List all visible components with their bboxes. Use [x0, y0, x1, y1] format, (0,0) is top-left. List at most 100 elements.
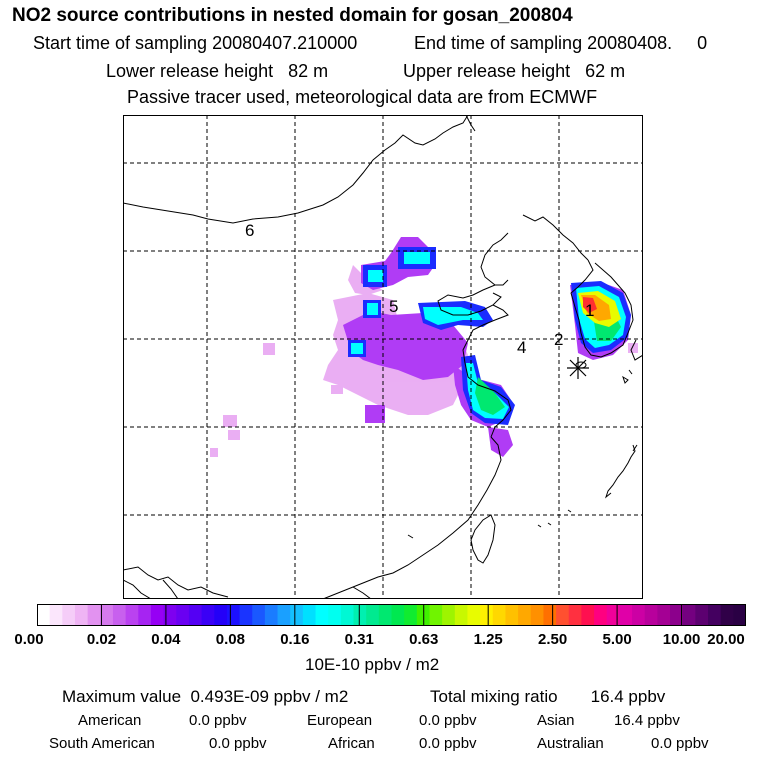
asterisk-icon	[567, 357, 589, 379]
region-value-european: 0.0 ppbv	[419, 712, 477, 729]
colorbar-swatch	[720, 604, 734, 626]
colorbar-swatch	[328, 604, 342, 626]
colorbar-swatch	[581, 604, 595, 626]
colorbar-swatch	[176, 604, 190, 626]
colorbar-swatch	[682, 604, 696, 626]
colorbar-tick-label: 10.00	[662, 631, 701, 648]
colorbar-swatch	[125, 604, 139, 626]
colorbar-swatch	[239, 604, 253, 626]
map-panel: 6 5 4 2 1	[123, 115, 643, 599]
colorbar-tick-label: 0.16	[280, 631, 310, 648]
start-time: Start time of sampling 20080407.210000	[33, 33, 358, 53]
colorbar-swatch	[619, 604, 633, 626]
colorbar-swatch	[606, 604, 620, 626]
colorbar-swatch	[480, 604, 494, 626]
region-name-european: European	[307, 712, 373, 729]
colorbar-tick-label: 0.08	[215, 631, 245, 648]
colorbar-swatch	[290, 604, 304, 626]
colorbar-tick-label: 0.63	[409, 631, 439, 648]
colorbar-swatch	[632, 604, 646, 626]
colorbar-swatch	[37, 604, 51, 626]
colorbar-swatch	[163, 604, 177, 626]
colorbar-tick-label: 20.00	[707, 631, 745, 648]
colorbar-swatch	[695, 604, 709, 626]
region-value-australian: 0.0 ppbv	[651, 735, 709, 752]
coastlines	[123, 115, 643, 599]
colorbar-tick-label: 5.00	[602, 631, 632, 648]
colorbar-swatch	[315, 604, 329, 626]
colorbar-swatch	[454, 604, 469, 626]
colorbar-units: 10E-10 ppbv / m2	[305, 655, 440, 674]
total-mixing-ratio: Total mixing ratio 16.4 ppbv	[430, 687, 666, 706]
colorbar-swatch	[404, 604, 418, 626]
colorbar-tick-label: 1.25	[473, 631, 503, 648]
colorbar-swatch	[670, 604, 684, 626]
page-title: NO2 source contributions in nested domai…	[12, 5, 573, 26]
colorbar-swatch	[214, 604, 228, 626]
colorbar-tick-label: 0.02	[86, 631, 117, 648]
region-name-australian: Australian	[537, 735, 604, 752]
end-time: End time of sampling 20080408. 0	[414, 33, 708, 53]
maximum-value: Maximum value 0.493E-09 ppbv / m2	[62, 687, 349, 706]
colorbar-swatch	[252, 604, 266, 626]
colorbar-swatch	[594, 604, 608, 626]
region-label-6: 6	[245, 221, 254, 240]
region-value-south-american: 0.0 ppbv	[209, 735, 267, 752]
colorbar-swatch	[556, 604, 570, 626]
colorbar-swatch	[340, 604, 355, 626]
colorbar-swatch	[74, 604, 89, 626]
region-name-african: African	[328, 735, 375, 752]
colorbar-tick-label: 2.50	[538, 631, 568, 648]
lat-lon-grid	[123, 115, 643, 599]
colorbar-swatch	[467, 604, 481, 626]
colorbar-swatch	[391, 604, 405, 626]
colorbar-swatch	[429, 604, 443, 626]
colorbar-border	[37, 604, 746, 626]
colorbar-swatch	[150, 604, 165, 626]
concentration-plume	[210, 237, 638, 457]
region-value-american: 0.0 ppbv	[189, 712, 247, 729]
colorbar-swatch	[264, 604, 279, 626]
colorbar-swatch	[492, 604, 507, 626]
region-label-4: 4	[517, 338, 526, 357]
colorbar-swatch	[378, 604, 393, 626]
colorbar-swatch	[302, 604, 317, 626]
colorbar	[37, 604, 746, 626]
region-label-2: 2	[554, 330, 563, 349]
upper-release-height: Upper release height 62 m	[403, 61, 626, 81]
colorbar-swatch	[353, 604, 367, 626]
colorbar-swatch	[87, 604, 101, 626]
colorbar-swatch	[112, 604, 127, 626]
colorbar-swatch	[62, 604, 76, 626]
region-label-5: 5	[389, 297, 398, 316]
region-value-african: 0.0 ppbv	[419, 735, 477, 752]
region-name-american: American	[78, 712, 142, 729]
colorbar-swatch	[201, 604, 215, 626]
lower-release-height: Lower release height 82 m	[106, 61, 329, 81]
region-label-1: 1	[585, 301, 594, 320]
colorbar-swatch	[226, 604, 241, 626]
colorbar-tick-label: 0.04	[151, 631, 181, 648]
colorbar-swatch	[733, 604, 746, 626]
colorbar-swatch	[518, 604, 532, 626]
colorbar-swatch	[657, 604, 671, 626]
colorbar-swatch	[100, 604, 114, 626]
region-value-asian: 16.4 ppbv	[614, 712, 680, 729]
colorbar-swatch	[543, 604, 557, 626]
colorbar-swatch	[277, 604, 291, 626]
colorbar-swatch	[188, 604, 203, 626]
colorbar-swatch	[530, 604, 545, 626]
colorbar-swatch	[568, 604, 583, 626]
colorbar-swatch	[505, 604, 519, 626]
colorbar-swatch	[644, 604, 658, 626]
colorbar-swatch	[49, 604, 63, 626]
colorbar-swatch	[366, 604, 380, 626]
colorbar-tick-label: 0.31	[344, 631, 374, 648]
colorbar-swatch	[708, 604, 722, 626]
region-name-asian: Asian	[537, 712, 575, 729]
tracer-note: Passive tracer used, meteorological data…	[127, 87, 598, 107]
colorbar-swatch	[442, 604, 456, 626]
region-name-south-american: South American	[49, 735, 155, 752]
colorbar-swatch	[138, 604, 152, 626]
colorbar-tick-label: 0.00	[14, 631, 44, 648]
